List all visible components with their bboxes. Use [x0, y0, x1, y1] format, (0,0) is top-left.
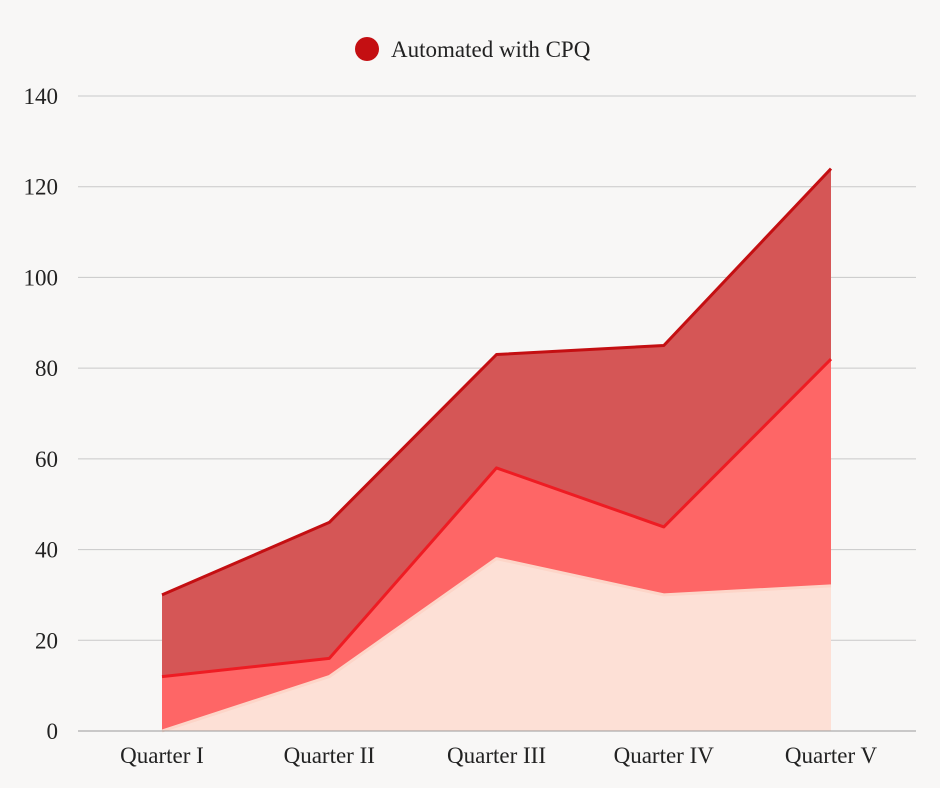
line-series-2 — [161, 358, 833, 679]
y-tick-label: 60 — [35, 447, 58, 472]
legend-marker — [355, 37, 379, 61]
y-tick-label: 100 — [24, 265, 59, 290]
y-tick-label: 140 — [24, 84, 59, 109]
area-series-3 — [162, 168, 831, 677]
series-lines — [161, 167, 833, 733]
legend-label: Automated with CPQ — [391, 37, 591, 62]
series-areas — [162, 168, 831, 731]
y-tick-label: 0 — [47, 719, 59, 744]
x-tick-label: Quarter IV — [614, 743, 715, 768]
area-series-1 — [162, 558, 831, 731]
line-series-3 — [161, 167, 833, 597]
x-tick-label: Quarter I — [120, 743, 204, 768]
area-series-2 — [162, 359, 831, 731]
y-tick-label: 40 — [35, 538, 58, 563]
x-tick-label: Quarter III — [447, 743, 546, 768]
x-axis-ticks: Quarter I Quarter II Quarter III Quarter IV… — [120, 743, 877, 768]
y-axis-ticks: 0 20 40 60 80 100 120 140 — [24, 84, 59, 744]
line-series-1 — [161, 557, 832, 733]
y-tick-label: 120 — [24, 175, 59, 200]
y-tick-label: 80 — [35, 356, 58, 381]
y-tick-label: 20 — [35, 628, 58, 653]
x-tick-label: Quarter II — [284, 743, 375, 768]
x-tick-label: Quarter V — [785, 743, 878, 768]
legend[interactable]: Automated with CPQ — [355, 37, 591, 62]
